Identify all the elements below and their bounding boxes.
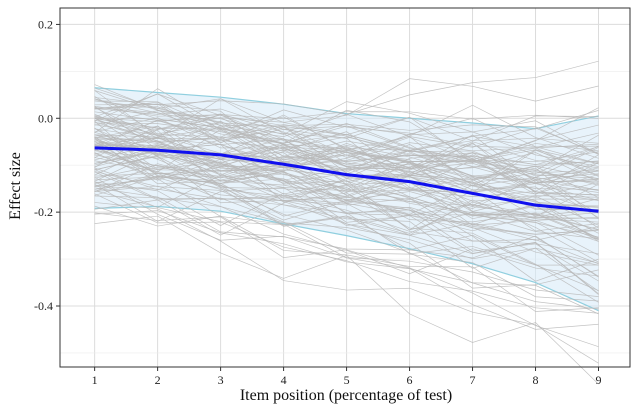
individual-line bbox=[94, 114, 599, 183]
individual-line bbox=[94, 124, 599, 185]
individual-line bbox=[94, 132, 599, 193]
individual-line bbox=[94, 195, 599, 264]
y-axis-title: Effect size bbox=[7, 152, 24, 220]
individual-line bbox=[94, 109, 599, 176]
individual-line bbox=[94, 126, 599, 193]
individual-line bbox=[94, 127, 599, 184]
x-tick-label: 2 bbox=[155, 373, 161, 387]
x-tick-label: 6 bbox=[407, 373, 413, 387]
individual-line bbox=[94, 210, 599, 315]
individual-line bbox=[94, 187, 599, 278]
individual-line bbox=[94, 104, 599, 180]
individual-line bbox=[94, 128, 599, 192]
individual-line bbox=[94, 117, 599, 282]
individual-line bbox=[94, 107, 599, 241]
individual-line bbox=[94, 215, 599, 385]
individual-line bbox=[94, 152, 599, 219]
individual-line bbox=[94, 127, 599, 214]
individual-line bbox=[94, 162, 599, 193]
individual-line bbox=[94, 117, 599, 153]
individual-line bbox=[94, 78, 599, 123]
y-tick-label: 0.2 bbox=[38, 17, 53, 31]
individual-line bbox=[94, 171, 599, 302]
y-tick-label: -0.2 bbox=[34, 205, 53, 219]
individual-line bbox=[94, 152, 599, 242]
individual-line bbox=[94, 149, 599, 232]
individual-line bbox=[94, 176, 599, 330]
individual-line bbox=[94, 148, 599, 282]
individual-line bbox=[94, 113, 599, 165]
individual-line bbox=[94, 98, 599, 163]
x-tick-label: 9 bbox=[596, 373, 602, 387]
tick-labels: 1 2 3 4 5 6 7 8 9 0.2 0.0 -0.2 -0.4 bbox=[34, 17, 602, 387]
individual-line bbox=[94, 108, 599, 142]
individual-line bbox=[94, 93, 599, 151]
individual-line bbox=[94, 174, 599, 232]
individual-line bbox=[94, 169, 599, 292]
mean-series bbox=[94, 146, 599, 213]
x-tick-label: 1 bbox=[92, 373, 98, 387]
individual-line bbox=[94, 185, 599, 277]
individual-line bbox=[94, 93, 599, 155]
individual-line bbox=[94, 98, 599, 186]
individual-line bbox=[94, 105, 599, 303]
individual-series-lines bbox=[94, 60, 599, 385]
x-tick-label: 3 bbox=[218, 373, 224, 387]
individual-line bbox=[94, 143, 599, 197]
axes bbox=[56, 7, 631, 371]
individual-line bbox=[94, 160, 599, 265]
individual-line bbox=[94, 171, 599, 255]
y-tick-label: -0.4 bbox=[34, 299, 53, 313]
x-tick-label: 7 bbox=[470, 373, 476, 387]
x-tick-label: 4 bbox=[281, 373, 287, 387]
individual-line bbox=[94, 101, 599, 179]
y-tick-label: 0.0 bbox=[38, 111, 53, 125]
individual-line bbox=[94, 100, 599, 238]
individual-line bbox=[94, 118, 599, 229]
plot-frame bbox=[59, 7, 631, 368]
individual-line bbox=[94, 128, 599, 190]
band-lower-line bbox=[94, 205, 599, 312]
individual-line bbox=[94, 141, 599, 240]
x-tick-label: 5 bbox=[344, 373, 350, 387]
individual-line bbox=[94, 145, 599, 171]
individual-line bbox=[94, 178, 599, 236]
individual-line bbox=[94, 113, 599, 154]
individual-line bbox=[94, 172, 599, 235]
mean-line bbox=[94, 146, 599, 213]
individual-line bbox=[94, 120, 599, 184]
individual-line bbox=[94, 186, 599, 263]
individual-line bbox=[94, 144, 599, 220]
x-axis-title: Item position (percentage of test) bbox=[240, 387, 452, 404]
individual-line bbox=[94, 144, 599, 213]
individual-line bbox=[94, 181, 599, 289]
individual-line bbox=[94, 202, 599, 364]
x-tick-label: 8 bbox=[533, 373, 539, 387]
